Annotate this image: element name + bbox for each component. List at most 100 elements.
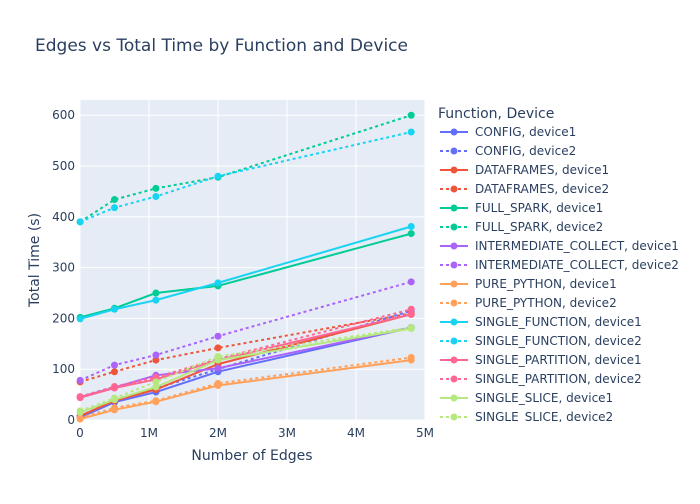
plot-area bbox=[80, 100, 425, 420]
legend-items[interactable]: CONFIG, device1 CONFIG, device2 DATAFRAMES… bbox=[440, 125, 679, 424]
data-point[interactable] bbox=[214, 332, 222, 340]
data-point[interactable] bbox=[111, 404, 118, 412]
data-point[interactable] bbox=[76, 407, 84, 415]
legend-item[interactable]: FULL_SPARK, device1 bbox=[440, 201, 603, 215]
legend-item[interactable]: SINGLE_PARTITION, device2 bbox=[440, 372, 642, 386]
x-tick-label: 2M bbox=[209, 426, 227, 440]
data-point[interactable] bbox=[152, 378, 160, 386]
data-point[interactable] bbox=[111, 382, 118, 390]
legend-item[interactable]: CONFIG, device1 bbox=[440, 125, 576, 139]
data-point[interactable] bbox=[76, 376, 84, 384]
y-tick-label: 300 bbox=[52, 261, 75, 275]
legend-item[interactable]: PURE_PYTHON, device2 bbox=[440, 296, 617, 310]
y-tick-label: 500 bbox=[52, 159, 75, 173]
x-tick-label: 1M bbox=[140, 426, 158, 440]
legend-item[interactable]: SINGLE_FUNCTION, device1 bbox=[440, 315, 642, 329]
legend-swatch-marker bbox=[450, 223, 458, 231]
legend-swatch-marker bbox=[450, 413, 458, 421]
legend-swatch-marker bbox=[450, 185, 458, 193]
data-point[interactable] bbox=[407, 278, 415, 286]
legend-swatch-marker bbox=[450, 356, 458, 364]
data-point[interactable] bbox=[111, 196, 118, 204]
data-point[interactable] bbox=[111, 394, 118, 402]
series-11[interactable] bbox=[76, 128, 415, 226]
legend-label: SINGLE_PARTITION, device1 bbox=[475, 353, 642, 367]
data-point[interactable] bbox=[152, 193, 160, 201]
series-layer bbox=[76, 111, 415, 423]
legend-item[interactable]: SINGLE_SLICE, device2 bbox=[440, 410, 613, 424]
legend-label: SINGLE_FUNCTION, device1 bbox=[475, 315, 642, 329]
data-point[interactable] bbox=[407, 128, 415, 136]
data-point[interactable] bbox=[407, 354, 415, 362]
x-axis-title: Number of Edges bbox=[191, 448, 312, 464]
legend-label: PURE_PYTHON, device2 bbox=[475, 296, 617, 310]
data-point[interactable] bbox=[407, 111, 415, 119]
legend[interactable]: Function, Device CONFIG, device1CONFIG, … bbox=[438, 106, 679, 424]
data-point[interactable] bbox=[407, 305, 415, 313]
data-point[interactable] bbox=[76, 315, 84, 323]
legend-label: SINGLE_SLICE, device2 bbox=[475, 410, 613, 424]
series-15[interactable] bbox=[76, 324, 415, 415]
series-9[interactable] bbox=[76, 354, 415, 422]
legend-swatch-marker bbox=[450, 375, 458, 383]
data-point[interactable] bbox=[76, 414, 84, 422]
data-point[interactable] bbox=[152, 397, 160, 405]
data-point[interactable] bbox=[152, 351, 160, 359]
data-point[interactable] bbox=[407, 230, 415, 238]
legend-label: DATAFRAMES, device2 bbox=[475, 182, 609, 196]
series-7[interactable] bbox=[76, 278, 415, 384]
legend-label: INTERMEDIATE_COLLECT, device2 bbox=[475, 258, 679, 272]
data-point[interactable] bbox=[407, 310, 415, 318]
data-point[interactable] bbox=[407, 324, 415, 332]
legend-item[interactable]: CONFIG, device2 bbox=[440, 144, 576, 158]
legend-item[interactable]: PURE_PYTHON, device1 bbox=[440, 277, 617, 291]
data-point[interactable] bbox=[152, 356, 160, 364]
data-point[interactable] bbox=[152, 383, 160, 391]
legend-label: PURE_PYTHON, device1 bbox=[475, 277, 617, 291]
series-10[interactable] bbox=[76, 222, 415, 323]
data-point[interactable] bbox=[214, 279, 222, 287]
data-point[interactable] bbox=[111, 361, 118, 369]
legend-item[interactable]: DATAFRAMES, device1 bbox=[440, 163, 609, 177]
y-tick-label: 0 bbox=[67, 413, 75, 427]
legend-item[interactable]: SINGLE_PARTITION, device1 bbox=[440, 353, 642, 367]
x-tick-label: 3M bbox=[278, 426, 296, 440]
legend-label: SINGLE_PARTITION, device2 bbox=[475, 372, 642, 386]
data-point[interactable] bbox=[214, 353, 222, 361]
legend-swatch-marker bbox=[450, 337, 458, 345]
chart-title: Edges vs Total Time by Function and Devi… bbox=[35, 36, 408, 56]
data-point[interactable] bbox=[407, 222, 415, 230]
data-point[interactable] bbox=[152, 289, 160, 297]
legend-label: FULL_SPARK, device1 bbox=[475, 201, 603, 215]
data-point[interactable] bbox=[214, 344, 222, 352]
y-tick-label: 400 bbox=[52, 210, 75, 224]
data-point[interactable] bbox=[111, 204, 118, 212]
legend-swatch-marker bbox=[450, 242, 458, 250]
legend-item[interactable]: SINGLE_FUNCTION, device2 bbox=[440, 334, 642, 348]
data-point[interactable] bbox=[111, 305, 118, 313]
legend-swatch-marker bbox=[450, 394, 458, 402]
legend-swatch-marker bbox=[450, 204, 458, 212]
legend-swatch-marker bbox=[450, 147, 458, 155]
legend-label: CONFIG, device2 bbox=[475, 144, 576, 158]
series-line[interactable] bbox=[79, 326, 412, 412]
data-point[interactable] bbox=[111, 368, 118, 376]
legend-item[interactable]: INTERMEDIATE_COLLECT, device1 bbox=[440, 239, 679, 253]
legend-item[interactable]: DATAFRAMES, device2 bbox=[440, 182, 609, 196]
legend-swatch-marker bbox=[450, 166, 458, 174]
legend-item[interactable]: SINGLE_SLICE, device1 bbox=[440, 391, 613, 405]
legend-swatch-marker bbox=[450, 128, 458, 136]
data-point[interactable] bbox=[214, 172, 222, 180]
data-point[interactable] bbox=[214, 379, 222, 387]
data-point[interactable] bbox=[214, 364, 222, 372]
data-point[interactable] bbox=[152, 296, 160, 304]
data-point[interactable] bbox=[76, 218, 84, 226]
legend-item[interactable]: INTERMEDIATE_COLLECT, device2 bbox=[440, 258, 679, 272]
gridlines bbox=[79, 100, 426, 421]
data-point[interactable] bbox=[152, 184, 160, 192]
data-point[interactable] bbox=[76, 393, 84, 401]
legend-item[interactable]: FULL_SPARK, device2 bbox=[440, 220, 603, 234]
x-tick-label: 4M bbox=[347, 426, 365, 440]
legend-label: FULL_SPARK, device2 bbox=[475, 220, 603, 234]
